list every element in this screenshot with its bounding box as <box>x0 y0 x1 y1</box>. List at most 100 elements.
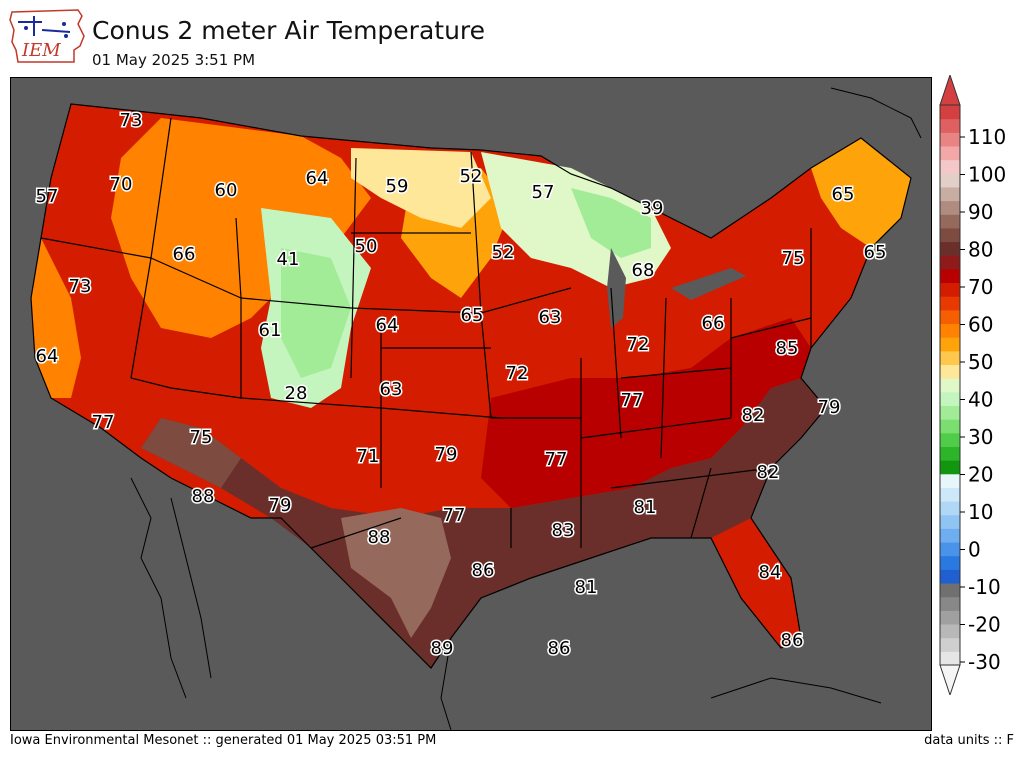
colorbar-tick-label: 10 <box>968 500 993 524</box>
colorbar-band <box>940 473 960 488</box>
colorbar-band <box>940 596 960 611</box>
map-title: Conus 2 meter Air Temperature <box>92 16 486 45</box>
colorbar-band <box>940 419 960 434</box>
colorbar-tick-label: 60 <box>968 313 993 337</box>
station-label: 77 <box>92 412 115 433</box>
station-label: 86 <box>781 630 804 651</box>
colorbar-tick-label: 110 <box>968 125 1006 149</box>
colorbar-min-arrow <box>939 664 961 697</box>
colorbar-band <box>940 323 960 338</box>
mild-region-northeast <box>811 138 911 248</box>
colorbar-band <box>940 542 960 557</box>
colorbar-tick-label: 50 <box>968 350 993 374</box>
hot-region-southwest <box>141 418 241 488</box>
state-borders <box>30 103 912 669</box>
footer-units: data units :: F <box>924 733 1014 748</box>
logo-text: IEM <box>21 40 61 61</box>
station-label: 84 <box>759 562 782 583</box>
iem-logo: IEM <box>8 6 86 66</box>
map-canvas: 73 57 70 60 64 59 52 57 39 65 66 41 50 5… <box>30 87 922 730</box>
colorbar-band <box>940 460 960 475</box>
colorbar-band <box>940 610 960 625</box>
colorbar-band <box>940 105 960 120</box>
colorbar-band <box>940 391 960 406</box>
station-label: 79 <box>269 495 292 516</box>
colorbar-band <box>940 200 960 215</box>
station-label: 82 <box>742 405 765 426</box>
station-label: 71 <box>357 446 380 467</box>
colorbar-band <box>940 378 960 393</box>
colorbar-band <box>940 446 960 461</box>
colorbar-band <box>940 173 960 188</box>
cool-region-rockies-core <box>281 248 351 378</box>
station-label: 75 <box>782 248 805 269</box>
colorbar-tick-label: 30 <box>968 425 993 449</box>
station-label: 70 <box>110 174 133 195</box>
station-label: 86 <box>548 638 571 659</box>
station-label: 77 <box>621 390 644 411</box>
colorbar-tick-label: 80 <box>968 238 993 262</box>
colorbar-band <box>940 268 960 284</box>
station-label: 86 <box>472 560 495 581</box>
colorbar-band <box>940 651 960 666</box>
colorbar-band <box>940 487 960 502</box>
station-label: 85 <box>776 338 799 359</box>
station-label: 63 <box>380 379 403 400</box>
colorbar-frame <box>939 104 961 666</box>
colorbar-band <box>940 214 960 229</box>
colorbar-band <box>940 186 960 202</box>
station-label: 66 <box>702 313 725 334</box>
colorbar-band <box>940 227 960 243</box>
colorbar-tick-label: 90 <box>968 200 993 224</box>
station-label: 59 <box>386 176 409 197</box>
station-label: 81 <box>634 497 657 518</box>
colorbar-band <box>940 501 960 516</box>
cool-region-michigan <box>571 188 651 258</box>
warm-band <box>481 318 811 508</box>
colorbar-band <box>940 583 960 598</box>
station-label: 82 <box>757 462 780 483</box>
colorbar-band <box>940 309 960 325</box>
station-label: 73 <box>120 110 143 131</box>
colorbar-band <box>940 255 960 270</box>
colorbar-band <box>940 159 960 174</box>
station-label: 68 <box>632 260 655 281</box>
station-label: 65 <box>461 305 484 326</box>
mild-region-northwest <box>111 118 371 338</box>
station-label: 57 <box>532 182 555 203</box>
station-label: 66 <box>173 244 196 265</box>
cool-region-dakotas <box>351 148 491 228</box>
colorbar-band <box>940 364 960 379</box>
station-labels: 73 57 70 60 64 59 52 57 39 65 66 41 50 5… <box>34 109 888 661</box>
station-label: 72 <box>506 363 529 384</box>
station-label: 65 <box>864 242 887 263</box>
colorbar-band <box>940 337 960 352</box>
station-label: 50 <box>355 236 378 257</box>
mild-region-westcoast <box>31 238 81 398</box>
colorbar-band <box>940 145 960 161</box>
colorbar-tick-label: -10 <box>968 575 1001 599</box>
colorbar-tick-label: -30 <box>968 650 1001 674</box>
station-label: 73 <box>69 276 92 297</box>
station-label: 52 <box>492 242 515 263</box>
station-label: 83 <box>552 520 575 541</box>
colorbar-band <box>940 241 960 256</box>
colorbar-tick-label: 70 <box>968 275 993 299</box>
station-label: 79 <box>818 397 841 418</box>
colorbar-tick-label: -20 <box>968 613 1001 637</box>
station-label: 65 <box>832 184 855 205</box>
station-label: 75 <box>190 427 213 448</box>
colorbar-band <box>940 405 960 420</box>
station-label: 41 <box>277 249 300 270</box>
colorbar-max-arrow <box>939 73 961 106</box>
map-timestamp: 01 May 2025 3:51 PM <box>92 51 256 69</box>
station-label: 64 <box>376 315 399 336</box>
colorbar-band <box>940 637 960 652</box>
temperature-colorbar: 110 100 90 80 70 60 50 40 30 20 10 0 -10 -20 -30 <box>938 73 1018 697</box>
colorbar-band <box>940 514 960 529</box>
station-label: 60 <box>215 180 238 201</box>
hot-region-texas <box>341 508 451 638</box>
temperature-map: 73 57 70 60 64 59 52 57 39 65 66 41 50 5… <box>10 77 932 731</box>
station-label: 63 <box>539 307 562 328</box>
colorbar-band <box>940 296 960 311</box>
